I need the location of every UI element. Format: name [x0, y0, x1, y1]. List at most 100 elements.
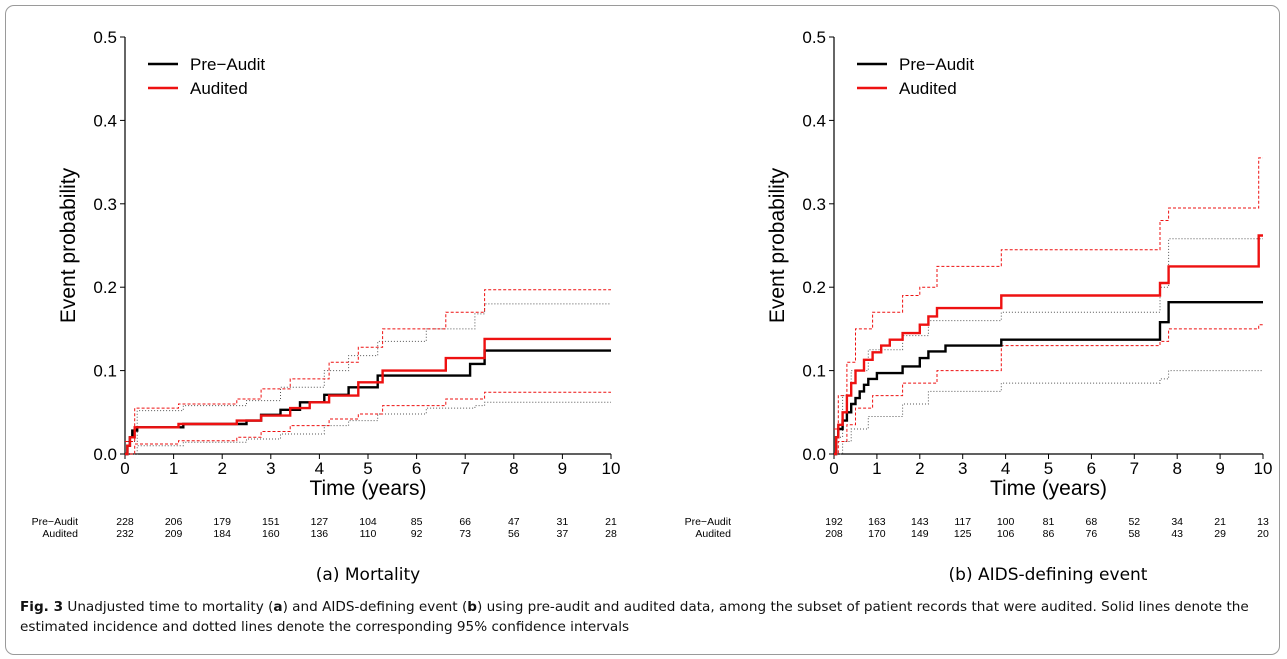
series-line-audited [125, 337, 611, 456]
risk-cell: 110 [360, 528, 377, 540]
ci-line-1 [125, 401, 611, 455]
caption-text-3: ) using pre-audit and audited data, amon… [20, 599, 1249, 635]
ci-line-3 [834, 324, 1263, 455]
risk-cell: 184 [213, 528, 231, 540]
risk-cell: 104 [359, 516, 377, 528]
x-tick-label: 3 [266, 459, 275, 478]
risk-cell: 232 [116, 528, 134, 540]
x-tick-label: 1 [872, 459, 881, 478]
legend-label-1: Audited [899, 79, 957, 98]
x-tick-label: 7 [1130, 459, 1139, 478]
y-tick-label: 0.0 [802, 445, 826, 464]
caption-text-2: ) and AIDS-defining event ( [282, 599, 468, 615]
ci-line-1 [834, 370, 1263, 455]
x-tick-label: 7 [460, 459, 469, 478]
risk-row-label: Pre−Audit [32, 516, 78, 528]
series-line-pre-audit [125, 349, 611, 456]
risk-cell: 170 [868, 528, 886, 540]
risk-cell: 47 [508, 516, 520, 528]
risk-cell: 29 [1214, 528, 1226, 540]
x-tick-label: 0 [829, 459, 838, 478]
y-tick-label: 0.4 [802, 111, 826, 130]
risk-cell: 56 [508, 528, 520, 540]
risk-cell: 92 [411, 528, 423, 540]
ci-line-2 [125, 289, 611, 442]
risk-cell: 117 [954, 516, 971, 528]
ci-line-2 [834, 157, 1263, 430]
x-tick-label: 5 [1044, 459, 1053, 478]
risk-cell: 81 [1043, 516, 1055, 528]
x-tick-label: 10 [602, 459, 621, 478]
risk-cell: 52 [1128, 516, 1140, 528]
risk-cell: 143 [911, 516, 929, 528]
ci-line-0 [834, 238, 1263, 438]
ci-line-0 [125, 303, 611, 442]
risk-cell: 13 [1257, 516, 1269, 528]
ci-line-3 [125, 391, 611, 455]
risk-cell: 192 [825, 516, 843, 528]
x-tick-label: 8 [1172, 459, 1181, 478]
caption-panel-a: a [273, 599, 283, 615]
x-axis-label: Time (years) [990, 477, 1107, 500]
risk-cell: 66 [459, 516, 471, 528]
y-tick-label: 0.5 [93, 28, 117, 47]
risk-cell: 21 [605, 516, 617, 528]
risk-cell: 34 [1171, 516, 1183, 528]
caption-text-1: Unadjusted time to mortality ( [63, 599, 274, 615]
risk-cell: 160 [262, 528, 280, 540]
x-tick-label: 6 [1087, 459, 1096, 478]
y-tick-label: 0.0 [93, 445, 117, 464]
y-tick-label: 0.2 [802, 278, 826, 297]
risk-cell: 179 [213, 516, 231, 528]
risk-cell: 28 [605, 528, 617, 540]
risk-cell: 85 [411, 516, 423, 528]
risk-row-label: Pre−Audit [685, 516, 731, 528]
x-axis-label: Time (years) [309, 477, 426, 500]
series-line-pre-audit [834, 301, 1263, 456]
x-tick-label: 8 [509, 459, 518, 478]
caption-panel-b: b [467, 599, 477, 615]
y-tick-label: 0.3 [802, 195, 826, 214]
y-axis-label: Event probability [57, 167, 80, 323]
x-tick-label: 4 [315, 459, 324, 478]
figure-frame [5, 5, 1280, 655]
y-tick-label: 0.4 [93, 111, 117, 130]
risk-cell: 31 [557, 516, 569, 528]
risk-cell: 151 [262, 516, 280, 528]
legend-label-0: Pre−Audit [899, 55, 974, 74]
y-tick-label: 0.2 [93, 278, 117, 297]
risk-cell: 136 [311, 528, 329, 540]
x-tick-label: 2 [915, 459, 924, 478]
risk-row-label: Audited [42, 528, 78, 540]
y-axis-label: Event probability [766, 167, 789, 323]
risk-cell: 86 [1043, 528, 1055, 540]
y-tick-label: 0.1 [93, 362, 117, 381]
panel-subtitle: (b) AIDS-defining event [949, 565, 1148, 585]
risk-cell: 209 [165, 528, 183, 540]
risk-cell: 58 [1128, 528, 1140, 540]
risk-row-label: Audited [695, 528, 731, 540]
y-tick-label: 0.5 [802, 28, 826, 47]
risk-cell: 163 [868, 516, 886, 528]
risk-cell: 76 [1086, 528, 1098, 540]
x-tick-label: 6 [412, 459, 421, 478]
risk-cell: 149 [911, 528, 929, 540]
legend-label-1: Audited [190, 79, 248, 98]
panel-subtitle: (a) Mortality [316, 565, 420, 585]
x-tick-label: 1 [169, 459, 178, 478]
y-tick-label: 0.3 [93, 195, 117, 214]
risk-cell: 206 [165, 516, 183, 528]
x-tick-label: 10 [1254, 459, 1273, 478]
risk-cell: 208 [825, 528, 843, 540]
legend-label-0: Pre−Audit [190, 55, 265, 74]
risk-cell: 127 [311, 516, 329, 528]
x-tick-label: 0 [120, 459, 129, 478]
x-tick-label: 3 [958, 459, 967, 478]
figure-caption: Fig. 3 Unadjusted time to mortality (a) … [20, 597, 1270, 637]
risk-cell: 73 [459, 528, 471, 540]
risk-cell: 68 [1086, 516, 1098, 528]
risk-cell: 37 [557, 528, 569, 540]
